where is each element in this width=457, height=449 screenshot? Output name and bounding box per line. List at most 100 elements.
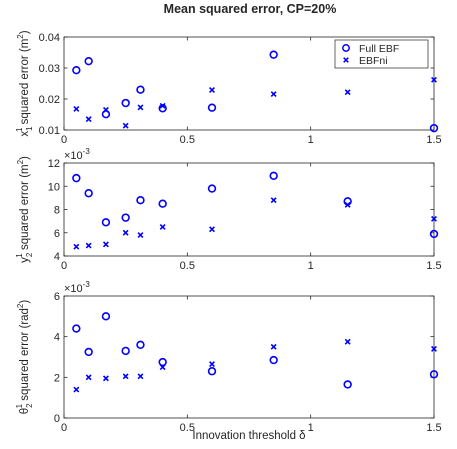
data-point-ebfni bbox=[159, 364, 166, 371]
data-point-full-ebf bbox=[84, 347, 93, 357]
data-point-full-ebf bbox=[84, 56, 93, 66]
data-point-ebfni bbox=[344, 89, 351, 96]
data-point-full-ebf bbox=[121, 213, 130, 222]
data-point-full-ebf bbox=[158, 357, 167, 367]
data-point-ebfni bbox=[209, 87, 215, 93]
data-point-ebfni bbox=[209, 361, 215, 368]
data-point-full-ebf bbox=[72, 173, 81, 183]
x-tick-label: 0 bbox=[61, 422, 67, 434]
y-tick-label: 2 bbox=[54, 372, 60, 384]
x-tick-label: 1.5 bbox=[426, 134, 441, 146]
data-point-full-ebf bbox=[207, 103, 217, 112]
data-point-ebfni bbox=[102, 375, 109, 382]
plot-area bbox=[63, 295, 435, 419]
data-point-ebfni bbox=[122, 122, 129, 129]
data-point-full-ebf bbox=[101, 218, 111, 227]
data-point-full-ebf bbox=[207, 367, 217, 376]
y-tick-label: 12 bbox=[48, 158, 60, 170]
y-tick-label: 0.04 bbox=[39, 32, 60, 44]
data-point-full-ebf bbox=[269, 355, 278, 365]
y-tick-label: 8 bbox=[54, 205, 60, 217]
data-point-full-ebf bbox=[136, 85, 145, 94]
data-point-ebfni bbox=[137, 373, 144, 380]
x-tick-label: 1.5 bbox=[426, 422, 441, 434]
y-tick-label: 6 bbox=[54, 228, 60, 240]
x-axis-label: Innovation threshold δ bbox=[192, 430, 305, 442]
data-point-full-ebf bbox=[72, 324, 81, 333]
data-point-ebfni bbox=[73, 386, 80, 393]
data-point-full-ebf bbox=[429, 370, 439, 379]
data-point-full-ebf bbox=[429, 229, 439, 239]
legend-marker-circle bbox=[342, 44, 350, 52]
data-point-ebfni bbox=[102, 106, 109, 113]
legend-marker-x bbox=[343, 57, 349, 63]
x-tick-label: 1 bbox=[308, 134, 314, 146]
data-point-ebfni bbox=[85, 242, 92, 249]
data-point-ebfni bbox=[270, 197, 277, 204]
y-axis-label: θ21 squared error (rad2) bbox=[15, 300, 34, 415]
data-point-ebfni bbox=[431, 345, 437, 352]
y-tick-label: 10 bbox=[48, 181, 60, 193]
legend-entry: Full EBF bbox=[359, 43, 399, 55]
legend-box bbox=[334, 39, 429, 69]
y-tick-label: 0.01 bbox=[39, 125, 60, 137]
data-point-ebfni bbox=[431, 215, 437, 222]
y-axis-label: y21 squared error (m2) bbox=[15, 156, 34, 263]
panel-y-error: 0 0.5 1 1.5 4 6 8 10 12 ×10-3 y21 squared error (m… bbox=[15, 147, 442, 272]
data-point-ebfni bbox=[122, 373, 129, 380]
y-tick-label: 0.02 bbox=[39, 94, 60, 106]
panels: 0 0.5 1 1.5 0.01 0.02 0.03 0.04 x11 squared erro… bbox=[15, 30, 442, 434]
data-point-full-ebf bbox=[101, 312, 111, 321]
data-point-ebfni bbox=[159, 223, 166, 230]
x-tick-label: 0.5 bbox=[180, 134, 195, 146]
data-point-ebfni bbox=[137, 104, 144, 111]
data-point-ebfni bbox=[137, 232, 144, 239]
data-point-ebfni bbox=[73, 243, 80, 250]
data-point-full-ebf bbox=[121, 346, 130, 356]
y-axis-exponent: ×10-3 bbox=[64, 147, 90, 162]
y-axis-label: x11 squared error (m2) bbox=[15, 30, 34, 136]
data-point-ebfni bbox=[270, 91, 277, 98]
data-point-full-ebf bbox=[429, 123, 439, 133]
data-point-full-ebf bbox=[269, 171, 278, 180]
panel-theta-error: 0 0.5 1 1.5 0 2 4 6 ×10-3 θ21 squared error (rad2… bbox=[15, 280, 442, 434]
data-point-ebfni bbox=[431, 76, 437, 83]
x-tick-label: 0.5 bbox=[180, 260, 195, 272]
data-point-ebfni bbox=[159, 102, 166, 109]
data-point-full-ebf bbox=[121, 98, 130, 108]
y-tick-label: 6 bbox=[54, 291, 60, 303]
data-point-ebfni bbox=[102, 241, 109, 248]
data-point-full-ebf bbox=[269, 50, 278, 59]
x-tick-label: 1 bbox=[308, 260, 314, 272]
y-tick-label: 4 bbox=[54, 251, 60, 263]
data-point-full-ebf bbox=[343, 380, 352, 389]
y-tick-label: 0 bbox=[54, 413, 60, 425]
x-tick-label: 0 bbox=[61, 134, 67, 146]
data-point-full-ebf bbox=[136, 340, 145, 349]
y-tick-label: 4 bbox=[54, 332, 60, 344]
data-point-ebfni bbox=[270, 343, 277, 350]
data-point-ebfni bbox=[344, 201, 351, 208]
data-point-full-ebf bbox=[136, 196, 145, 205]
data-point-full-ebf bbox=[84, 189, 93, 198]
data-point-ebfni bbox=[344, 338, 351, 345]
data-point-ebfni bbox=[209, 226, 215, 233]
x-tick-label: 0 bbox=[61, 260, 67, 272]
data-point-full-ebf bbox=[158, 199, 167, 208]
plot-area bbox=[63, 162, 435, 257]
legend-entry: EBFni bbox=[359, 55, 388, 67]
data-point-ebfni bbox=[122, 229, 129, 236]
data-point-full-ebf bbox=[207, 184, 217, 193]
data-point-ebfni bbox=[85, 116, 92, 123]
x-tick-label: 1.5 bbox=[426, 260, 441, 272]
chart-title: Mean squared error, CP=20% bbox=[164, 2, 337, 16]
x-tick-label: 0.5 bbox=[180, 422, 195, 434]
x-tick-label: 1 bbox=[308, 422, 314, 434]
data-point-ebfni bbox=[73, 105, 80, 112]
data-point-full-ebf bbox=[72, 65, 81, 75]
y-axis-exponent: ×10-3 bbox=[64, 280, 90, 295]
panel-x-error: 0 0.5 1 1.5 0.01 0.02 0.03 0.04 x11 squared erro… bbox=[15, 30, 442, 146]
y-tick-label: 0.03 bbox=[39, 63, 60, 75]
